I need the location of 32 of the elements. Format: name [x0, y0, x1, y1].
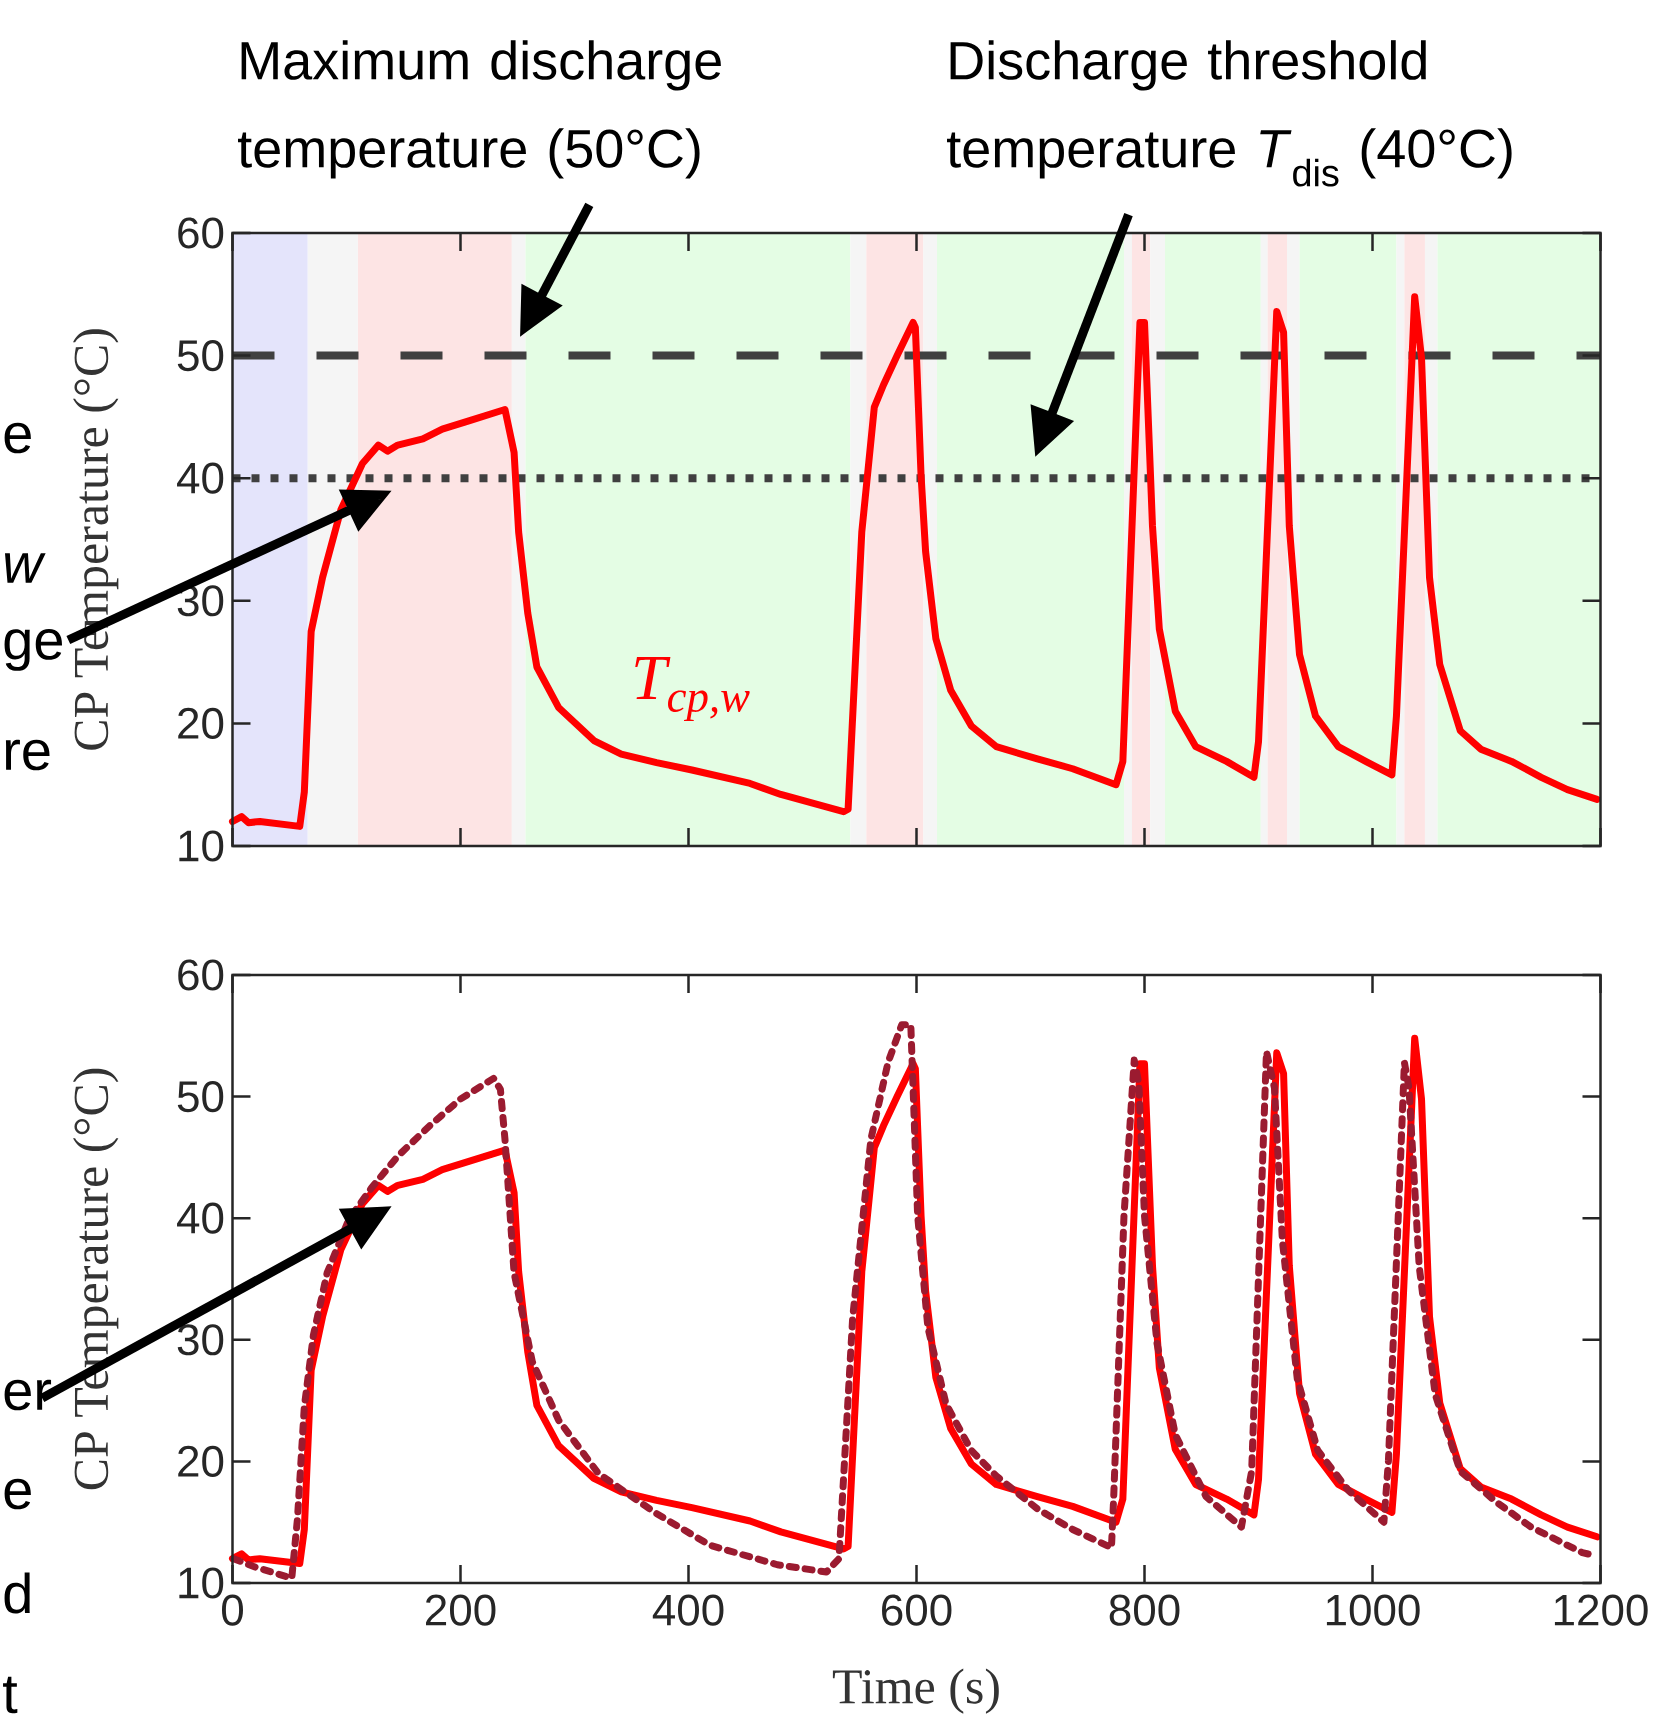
y-tick-label: 40 — [177, 462, 224, 494]
x-tick-label: 200 — [426, 1594, 496, 1626]
text: e — [4, 1478, 31, 1510]
y-axis-title: CP Temperature (°C) — [73, 329, 119, 750]
text: w — [4, 553, 46, 583]
y-tick-label: 20 — [178, 1445, 224, 1477]
text: d — [4, 1572, 30, 1614]
y-tick-label: 20 — [178, 707, 224, 739]
x-tick-label: 1200 — [1554, 1594, 1648, 1626]
y-tick-label: 60 — [178, 959, 224, 991]
series-label: T$_{cp,w}$ — [635, 657, 750, 722]
y-tick-label: 50 — [177, 1081, 224, 1113]
text: Maximum discharge temperature (50°C) — [238, 40, 721, 179]
x-tick-label: 0 — [221, 1594, 243, 1626]
x-axis-title: Time (s) — [832, 1668, 999, 1714]
y-tick-label: 60 — [178, 217, 224, 249]
y-tick-label: 10 — [179, 830, 224, 862]
x-tick-label: 1000 — [1326, 1594, 1420, 1626]
text: re — [5, 739, 50, 771]
text: ge — [4, 629, 62, 671]
y-tick-label: 50 — [177, 340, 224, 372]
text: t — [3, 1676, 18, 1714]
y-tick-label: 40 — [177, 1202, 224, 1234]
x-tick-label: 800 — [1109, 1594, 1180, 1626]
y-tick-label: 30 — [177, 1324, 224, 1356]
y-tick-label: 10 — [179, 1567, 224, 1599]
y-axis-title: CP Temperature (°C) — [73, 1068, 119, 1490]
x-tick-label: 400 — [652, 1594, 724, 1626]
x-tick-label: 600 — [882, 1594, 952, 1626]
text: Discharge threshold temperature T$_{dis}$ (40°C) — [947, 40, 1512, 187]
text: e — [4, 422, 31, 454]
text: er — [4, 1379, 52, 1411]
